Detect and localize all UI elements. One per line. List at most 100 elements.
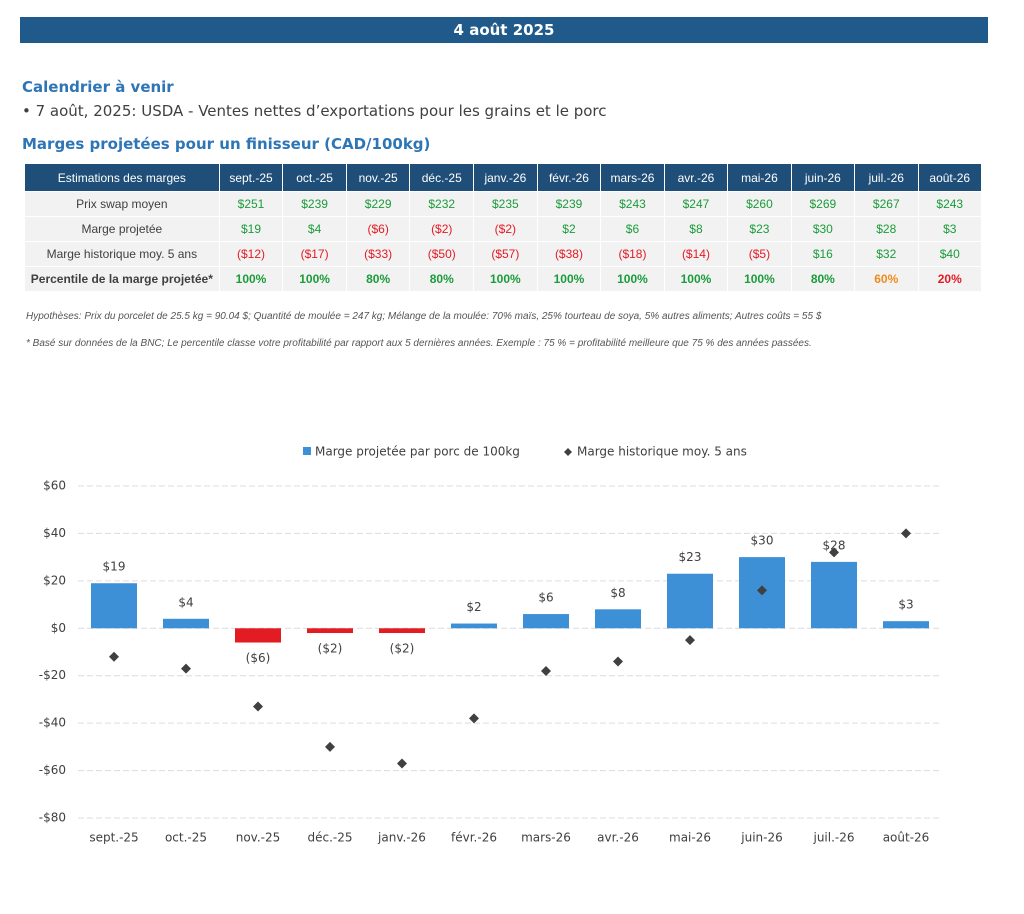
marker bbox=[541, 665, 551, 676]
marker bbox=[469, 713, 479, 724]
cell: $2 bbox=[536, 216, 602, 242]
row: Marge historique moy. 5 ans ($12) ($17) ($3… bbox=[24, 241, 983, 267]
x-tick-label: mars-26 bbox=[521, 831, 571, 845]
cell: $232 bbox=[409, 191, 475, 217]
cell: $243 bbox=[600, 191, 665, 217]
cell: $3 bbox=[917, 216, 983, 242]
header-cell: juin-26 bbox=[790, 163, 856, 192]
data-label: $4 bbox=[178, 595, 193, 609]
cell: ($12) bbox=[218, 241, 284, 267]
x-tick-label: mai-26 bbox=[669, 831, 711, 845]
bar bbox=[379, 628, 425, 634]
cell: 80% bbox=[345, 266, 411, 292]
header-cell: nov.-25 bbox=[345, 163, 411, 192]
bar bbox=[91, 583, 137, 629]
data-label: $6 bbox=[538, 591, 553, 605]
cell: $243 bbox=[917, 191, 983, 217]
cell: $40 bbox=[917, 241, 983, 267]
cell: $251 bbox=[218, 191, 284, 217]
row: Percentile de la marge projetée* 100% 100%… bbox=[24, 266, 983, 292]
cell: 80% bbox=[409, 266, 475, 292]
cell: 20% bbox=[917, 266, 983, 292]
x-tick-label: nov.-25 bbox=[236, 831, 281, 845]
data-label: ($2) bbox=[390, 642, 415, 656]
cell: $239 bbox=[536, 191, 602, 217]
x-tick-label: août-26 bbox=[883, 831, 930, 845]
bar bbox=[163, 618, 209, 629]
cell: 100% bbox=[536, 266, 602, 292]
legend-swatch bbox=[303, 447, 311, 455]
cell: ($6) bbox=[345, 216, 411, 242]
cell: $269 bbox=[790, 191, 856, 217]
marker bbox=[685, 635, 695, 646]
data-label: $8 bbox=[610, 586, 625, 600]
marker bbox=[829, 547, 839, 558]
header-cell: janv.-26 bbox=[473, 163, 538, 192]
x-tick-label: avr.-26 bbox=[597, 831, 639, 845]
data-label: $28 bbox=[823, 538, 846, 552]
cell: $267 bbox=[854, 191, 919, 217]
cell: $235 bbox=[473, 191, 538, 217]
header-row: Estimations des marges sept.-25 oct.-25 nov… bbox=[24, 163, 983, 192]
cell: $30 bbox=[790, 216, 856, 242]
cell: $32 bbox=[854, 241, 919, 267]
data-label: $2 bbox=[466, 600, 481, 614]
cell: ($38) bbox=[536, 241, 602, 267]
cell: ($17) bbox=[282, 241, 347, 267]
bar bbox=[307, 628, 353, 634]
calendar-item: • 7 août, 2025: USDA - Ventes nettes d’e… bbox=[22, 102, 607, 120]
bar bbox=[811, 561, 857, 629]
marker bbox=[181, 663, 191, 674]
cell: $6 bbox=[600, 216, 665, 242]
x-tick-label: janv.-26 bbox=[377, 831, 426, 845]
cell: $28 bbox=[854, 216, 919, 242]
y-tick-label: -$40 bbox=[39, 716, 66, 730]
header-cell: sept.-25 bbox=[218, 163, 284, 192]
data-label: $23 bbox=[679, 550, 702, 564]
cell: 80% bbox=[790, 266, 856, 292]
legend-label: Marge projetée par porc de 100kg bbox=[315, 445, 520, 459]
cell: 100% bbox=[727, 266, 792, 292]
header-cell: déc.-25 bbox=[409, 163, 475, 192]
table-title: Marges projetées pour un finisseur (CAD/… bbox=[22, 135, 431, 153]
cell: Marge historique moy. 5 ans bbox=[24, 241, 220, 267]
cell: 60% bbox=[854, 266, 919, 292]
data-label: $30 bbox=[751, 534, 774, 548]
header-cell: févr.-26 bbox=[536, 163, 602, 192]
y-tick-label: $0 bbox=[51, 621, 66, 635]
data-label: ($2) bbox=[318, 642, 343, 656]
marker bbox=[901, 528, 911, 539]
cell: $229 bbox=[345, 191, 411, 217]
cell: $239 bbox=[282, 191, 347, 217]
cell: 100% bbox=[663, 266, 729, 292]
cell: $16 bbox=[790, 241, 856, 267]
row: Marge projetée $19 $4 ($6) ($2) ($2) $2 $6 $8 $23… bbox=[24, 216, 983, 242]
header-cell: juil.-26 bbox=[854, 163, 919, 192]
x-tick-label: juil.-26 bbox=[812, 831, 854, 845]
header-cell: Estimations des marges bbox=[24, 163, 220, 192]
y-tick-label: $40 bbox=[43, 526, 66, 540]
y-tick-label: $60 bbox=[43, 479, 66, 493]
cell: ($50) bbox=[409, 241, 475, 267]
x-tick-label: févr.-26 bbox=[451, 831, 497, 845]
legend-swatch bbox=[564, 448, 572, 456]
header-cell: avr.-26 bbox=[663, 163, 729, 192]
marker bbox=[613, 656, 623, 667]
bar bbox=[595, 609, 641, 629]
cell: $247 bbox=[663, 191, 729, 217]
x-tick-label: oct.-25 bbox=[165, 831, 207, 845]
cell: $23 bbox=[727, 216, 792, 242]
bar bbox=[235, 628, 281, 643]
cell: 100% bbox=[473, 266, 538, 292]
calendar-title: Calendrier à venir bbox=[22, 78, 174, 96]
cell: Marge projetée bbox=[24, 216, 220, 242]
marker bbox=[253, 701, 263, 712]
header-cell: oct.-25 bbox=[282, 163, 347, 192]
cell: 100% bbox=[282, 266, 347, 292]
cell: ($5) bbox=[727, 241, 792, 267]
cell: Prix swap moyen bbox=[24, 191, 220, 217]
header-cell: août-26 bbox=[917, 163, 983, 192]
marker bbox=[325, 741, 335, 752]
header-cell: mars-26 bbox=[600, 163, 665, 192]
